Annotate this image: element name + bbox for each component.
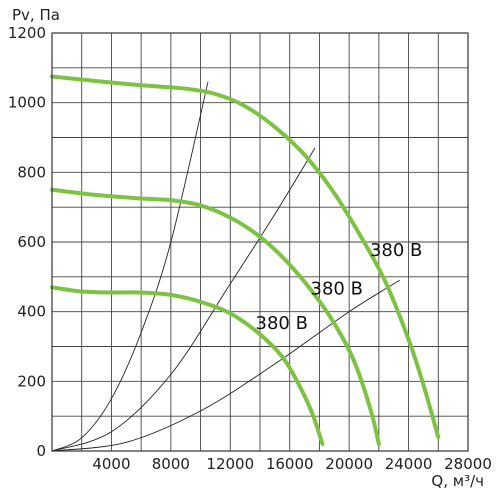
y-axis-ticks: 0 200 400 600 800 1000 1200: [8, 24, 46, 460]
system-curves: [51, 81, 400, 452]
system-curve-3: [51, 279, 400, 452]
series-label-3: 380 В: [256, 313, 308, 334]
series-label-1: 380 В: [370, 240, 422, 261]
system-curve-1: [51, 81, 209, 452]
x-tick-label: 8000: [152, 455, 190, 473]
x-tick-label: 12000: [206, 455, 254, 473]
y-tick-label: 400: [17, 303, 46, 321]
system-curve-2: [51, 147, 316, 452]
x-tick-label: 16000: [266, 455, 314, 473]
x-tick-label: 20000: [325, 455, 373, 473]
x-axis-title: Q, м³/ч: [431, 472, 484, 490]
series-label-2: 380 В: [311, 278, 363, 299]
y-tick-label: 200: [17, 372, 46, 390]
y-tick-label: 1000: [8, 94, 46, 112]
grid: [52, 33, 468, 451]
fan-curve-2: [50, 187, 381, 446]
y-tick-label: 1200: [8, 24, 46, 42]
x-tick-label: 24000: [385, 455, 433, 473]
y-tick-label: 800: [17, 163, 46, 181]
y-tick-label: 0: [36, 442, 46, 460]
y-tick-label: 600: [17, 233, 46, 251]
x-tick-label: 28000: [444, 455, 492, 473]
fan-curve-3: [50, 285, 325, 446]
plot-frame: [51, 32, 469, 452]
fan-curves: [50, 74, 441, 446]
x-axis-ticks: 4000 8000 12000 16000 20000 24000 28000: [92, 455, 492, 473]
y-axis-title: Pv, Па: [12, 6, 60, 24]
fan-curve-1: [50, 74, 441, 440]
x-tick-label: 4000: [92, 455, 130, 473]
